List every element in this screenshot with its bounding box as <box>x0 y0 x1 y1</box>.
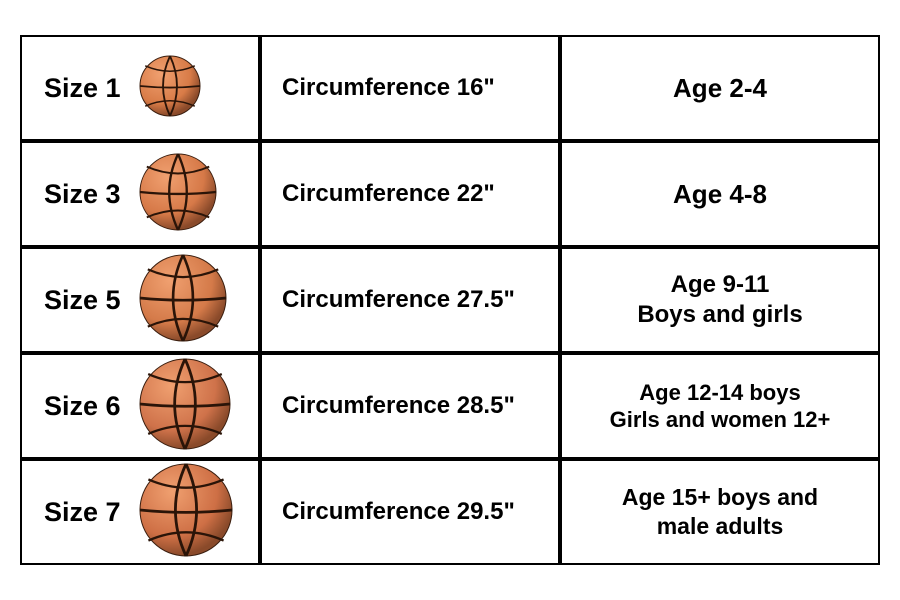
size-label: Size 1 <box>44 73 121 104</box>
circumference-label: Circumference 28.5" <box>282 392 515 420</box>
table-row: Size 3 Circumference 22" Age 4-8 <box>20 141 880 247</box>
age-label: Age 12-14 boys <box>639 379 800 407</box>
basketball-icon <box>139 153 217 236</box>
size-cell: Size 1 <box>20 35 260 141</box>
age-sublabel: Boys and girls <box>637 300 802 330</box>
table-row: Size 1 Circumference 16" Age 2-4 <box>20 35 880 141</box>
circumference-cell: Circumference 29.5" <box>260 459 560 565</box>
circumference-label: Circumference 29.5" <box>282 498 515 526</box>
age-cell: Age 9-11 Boys and girls <box>560 247 880 353</box>
size-cell: Size 6 <box>20 353 260 459</box>
table-row: Size 7 Circumference 29.5" Age 15+ boys … <box>20 459 880 565</box>
circumference-label: Circumference 22" <box>282 180 495 208</box>
size-label: Size 7 <box>44 497 121 528</box>
size-label: Size 5 <box>44 285 121 316</box>
basketball-icon <box>139 254 227 347</box>
circumference-cell: Circumference 27.5" <box>260 247 560 353</box>
basketball-size-table: Size 1 Circumference 16" Age 2-4 Size 3 <box>20 35 880 565</box>
size-label: Size 6 <box>44 391 121 422</box>
size-cell: Size 5 <box>20 247 260 353</box>
circumference-label: Circumference 27.5" <box>282 286 515 314</box>
table-row: Size 5 Circumference 27.5" Age 9-11 Boys… <box>20 247 880 353</box>
age-sublabel: Girls and women 12+ <box>610 406 831 434</box>
age-label: Age 2-4 <box>673 72 767 105</box>
age-cell: Age 12-14 boys Girls and women 12+ <box>560 353 880 459</box>
basketball-icon <box>139 358 231 455</box>
age-cell: Age 4-8 <box>560 141 880 247</box>
size-label: Size 3 <box>44 179 121 210</box>
age-label: Age 4-8 <box>673 178 767 211</box>
size-cell: Size 3 <box>20 141 260 247</box>
circumference-cell: Circumference 22" <box>260 141 560 247</box>
basketball-icon <box>139 463 233 562</box>
age-sublabel: male adults <box>657 512 784 541</box>
age-cell: Age 2-4 <box>560 35 880 141</box>
circumference-cell: Circumference 16" <box>260 35 560 141</box>
table-row: Size 6 Circumference 28.5" Age 12-14 boy… <box>20 353 880 459</box>
size-cell: Size 7 <box>20 459 260 565</box>
age-cell: Age 15+ boys and male adults <box>560 459 880 565</box>
age-label: Age 15+ boys and <box>622 483 818 512</box>
circumference-cell: Circumference 28.5" <box>260 353 560 459</box>
basketball-icon <box>139 55 201 122</box>
age-label: Age 9-11 <box>671 270 770 300</box>
circumference-label: Circumference 16" <box>282 74 495 102</box>
